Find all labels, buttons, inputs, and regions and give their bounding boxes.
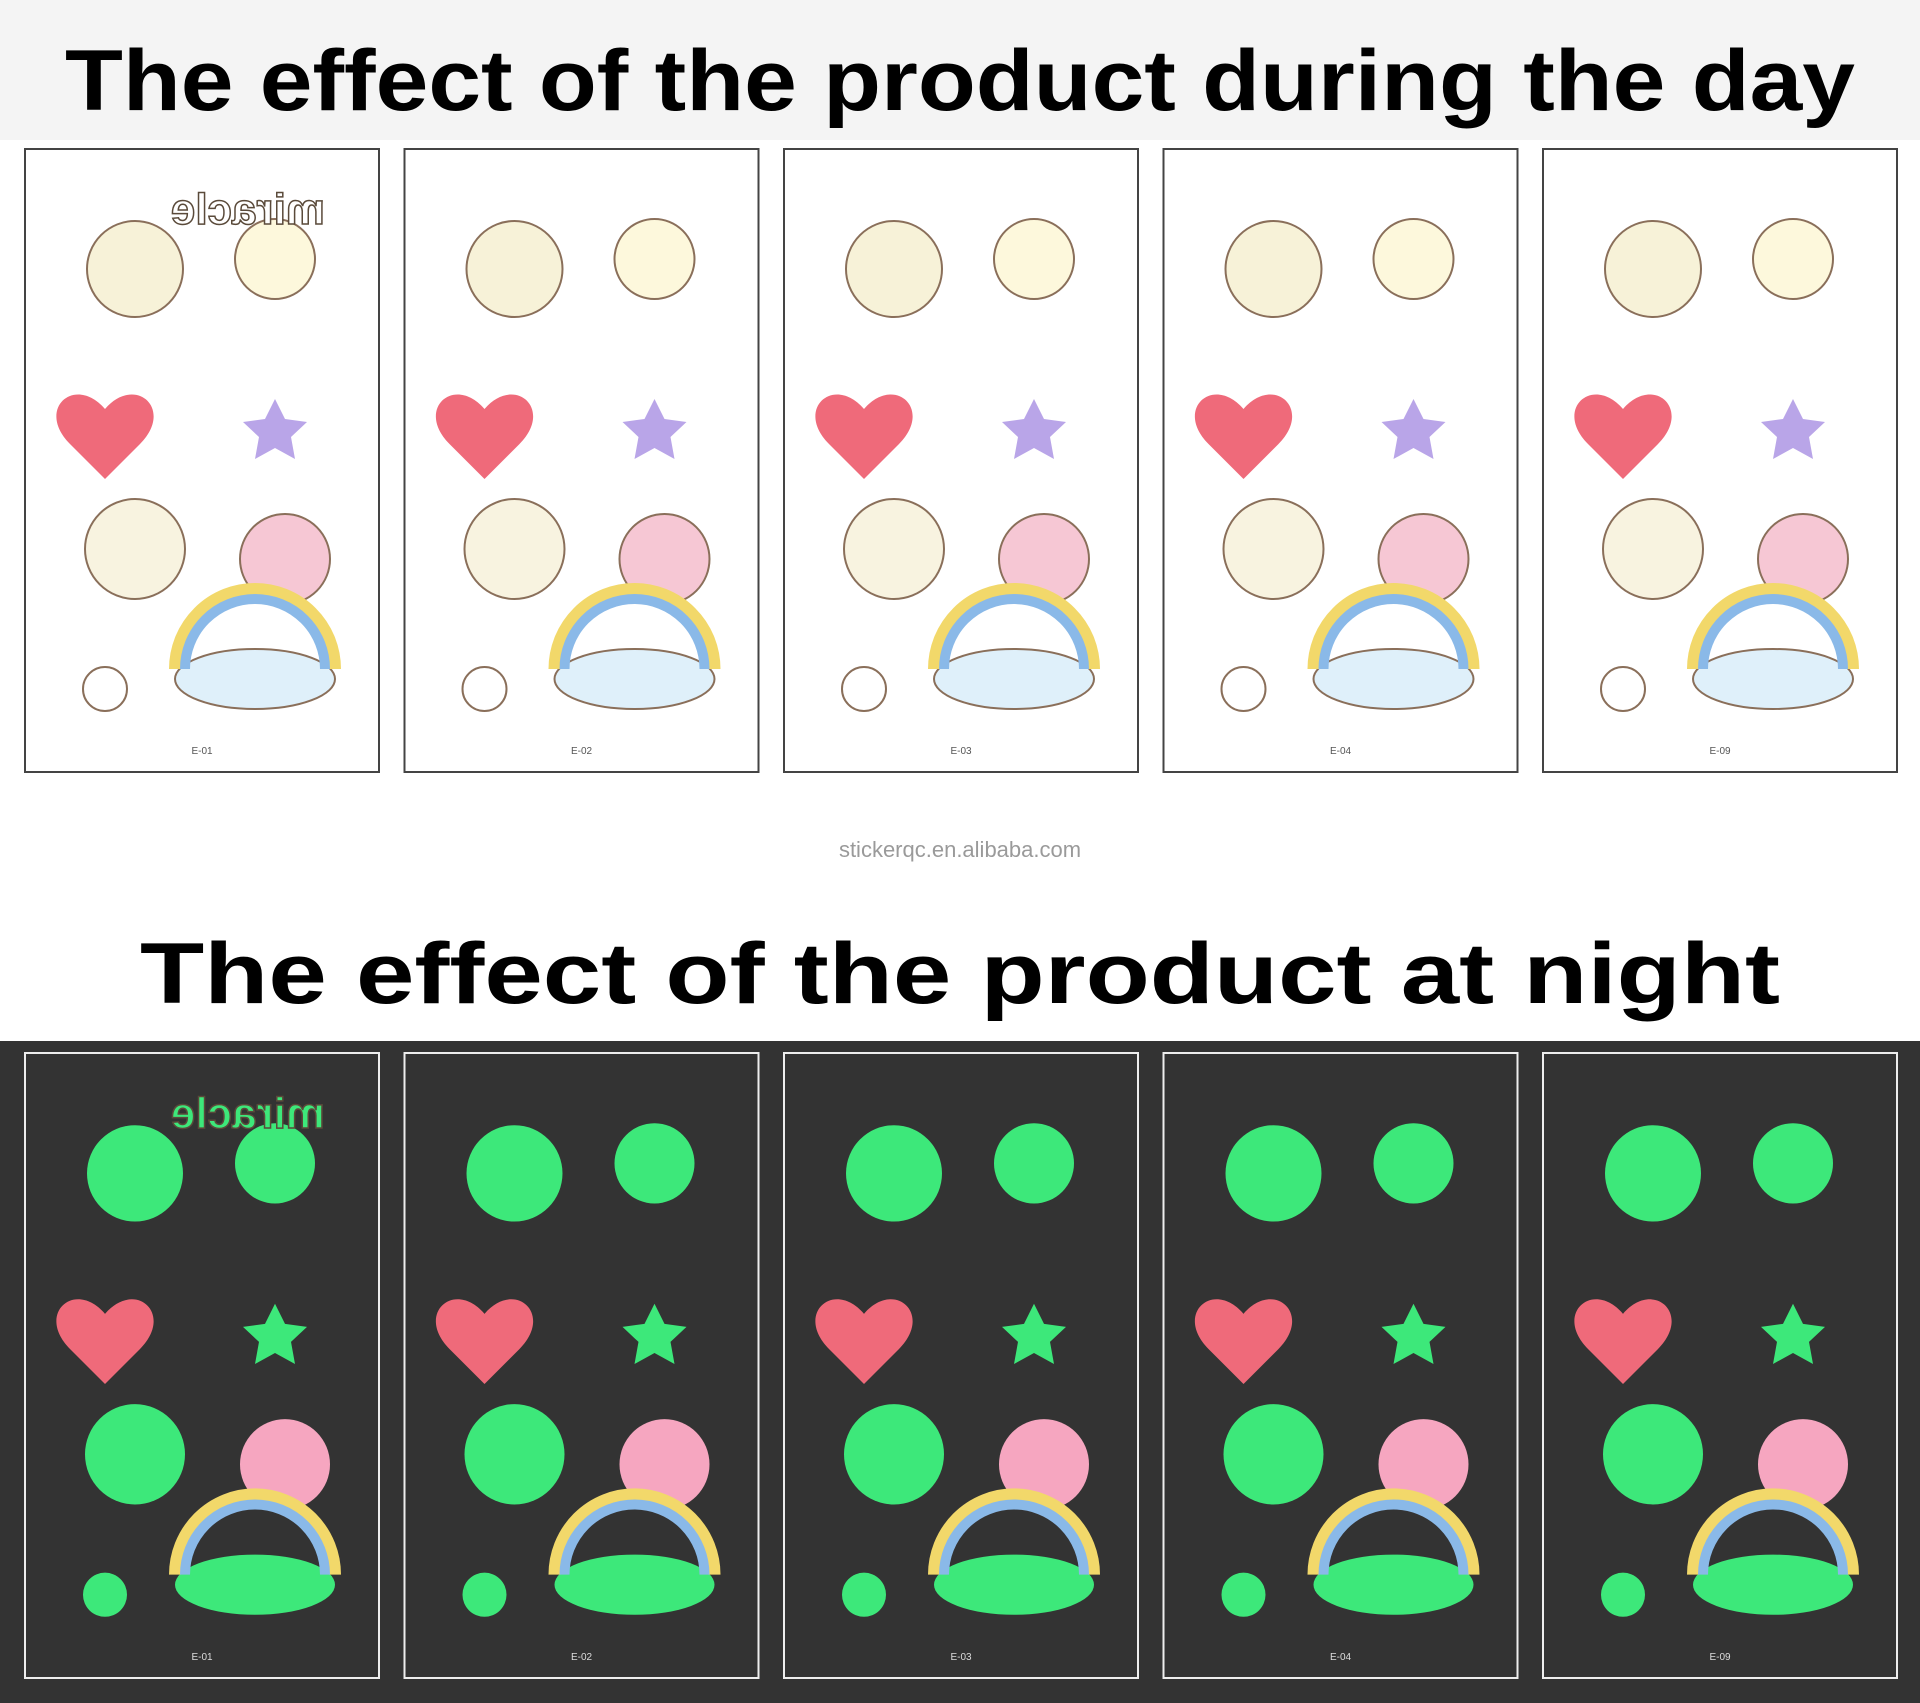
sheet-label: E-01 [191, 746, 213, 757]
sticker-sheet: E-04 [1162, 148, 1519, 773]
sheet-label: E-01 [191, 1652, 213, 1663]
sticker-sheet: E-02 [403, 148, 760, 773]
sticker-sheet: E-03 [783, 148, 1139, 773]
sticker-sheet: E-09 [1542, 1052, 1898, 1679]
night-title: The effect of the product at night [140, 926, 1780, 1022]
sheets: miracle E-01 E-02 E-03 E-04 E-09 miracle E-01 E-… [24, 148, 1898, 1679]
sheet-label: E-04 [1330, 746, 1352, 757]
sticker-word: miracle [171, 185, 325, 234]
sticker-sheet: miracle E-01 [24, 1052, 380, 1679]
watermark: stickerqc.en.alibaba.com [839, 837, 1081, 862]
sticker-sheet: miracle E-01 [24, 148, 380, 773]
sheet-label: E-02 [571, 746, 593, 757]
sheet-label: E-04 [1330, 1652, 1352, 1663]
sticker-sheet: E-02 [403, 1052, 760, 1679]
sticker-sheet: E-04 [1162, 1052, 1519, 1679]
day-header-bg [0, 0, 1920, 140]
sheet-label: E-09 [1709, 746, 1731, 757]
sheet-label: E-02 [571, 1652, 593, 1663]
sticker-word: miracle [171, 1089, 325, 1138]
sheet-label: E-09 [1709, 1652, 1731, 1663]
sticker-sheet: E-03 [783, 1052, 1139, 1679]
sheet-label: E-03 [950, 746, 972, 757]
sheet-label: E-03 [950, 1652, 972, 1663]
day-title: The effect of the product during the day [65, 33, 1855, 129]
sticker-sheet: E-09 [1542, 148, 1898, 773]
